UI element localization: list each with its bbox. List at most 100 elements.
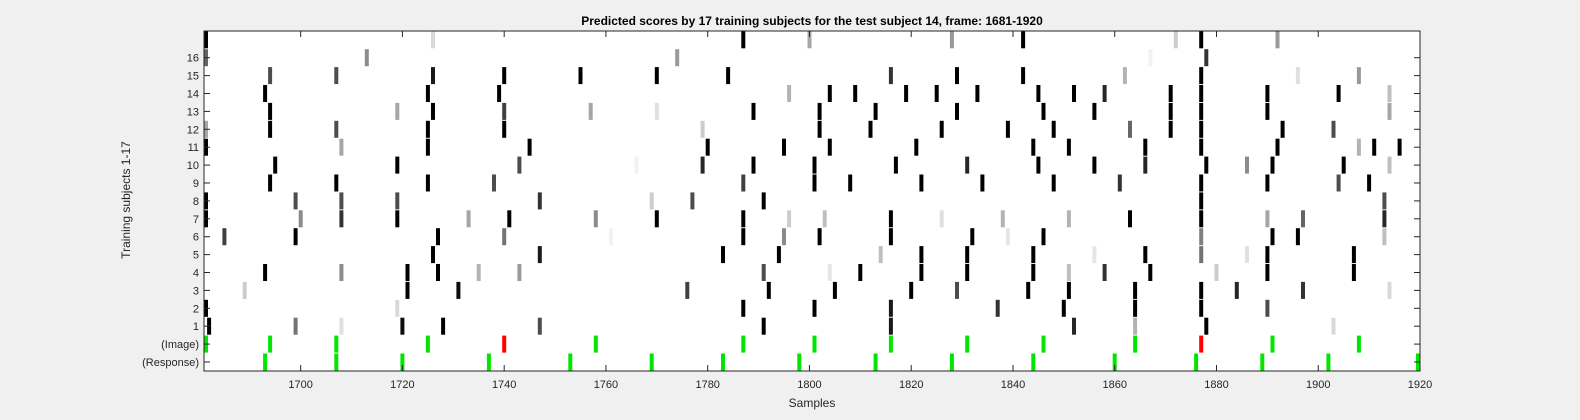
score-mark	[1295, 67, 1300, 85]
score-mark	[1199, 174, 1204, 192]
score-mark	[975, 85, 980, 102]
score-mark	[1072, 317, 1076, 335]
x-tick-label: 1800	[797, 379, 821, 391]
score-mark	[1066, 210, 1071, 228]
score-mark	[1214, 264, 1219, 281]
chart-title: Predicted scores by 17 training subjects…	[581, 14, 1043, 28]
score-mark	[400, 317, 405, 335]
score-mark	[425, 120, 430, 138]
score-mark	[858, 264, 863, 281]
score-mark	[1336, 174, 1341, 192]
score-mark	[293, 192, 298, 210]
score-mark	[914, 138, 919, 156]
score-mark	[1265, 102, 1270, 120]
score-mark	[700, 120, 705, 138]
score-mark	[654, 102, 659, 120]
score-mark	[1072, 85, 1076, 102]
response-event-mark	[797, 353, 802, 371]
score-mark	[776, 246, 781, 264]
score-mark	[293, 317, 298, 335]
score-mark	[782, 138, 786, 156]
y-tick-label: 1	[193, 321, 199, 333]
score-mark	[1117, 174, 1122, 192]
y-tick-label: 11	[188, 142, 199, 154]
score-mark	[787, 85, 792, 102]
image-target-mark	[1199, 335, 1204, 353]
score-mark	[1199, 120, 1204, 138]
score-mark	[1265, 264, 1270, 281]
score-mark	[1051, 174, 1056, 192]
score-mark	[893, 156, 898, 174]
score-mark	[721, 246, 725, 264]
score-mark	[1168, 120, 1173, 138]
score-mark	[1351, 246, 1356, 264]
score-mark	[431, 67, 435, 85]
score-mark	[537, 192, 542, 210]
score-mark	[1199, 31, 1204, 49]
score-mark	[1387, 156, 1392, 174]
score-mark	[1265, 246, 1270, 264]
x-tick-label: 1820	[899, 379, 923, 391]
score-mark	[441, 317, 446, 335]
score-mark	[502, 67, 507, 85]
score-mark	[1066, 281, 1071, 299]
score-mark	[436, 228, 440, 246]
x-tick-label: 1740	[492, 379, 516, 391]
score-mark	[1148, 264, 1153, 281]
score-mark	[1102, 264, 1107, 281]
score-mark	[1280, 120, 1285, 138]
image-event-mark	[1041, 335, 1046, 353]
score-mark	[1275, 31, 1280, 49]
score-mark	[1265, 299, 1270, 317]
score-mark	[1204, 156, 1209, 174]
score-mark	[919, 264, 924, 281]
score-mark	[268, 120, 273, 138]
score-mark	[1143, 156, 1148, 174]
score-mark	[395, 192, 400, 210]
score-mark	[395, 299, 400, 317]
score-mark	[761, 317, 766, 335]
score-mark	[1270, 156, 1275, 174]
y-tick-label: 9	[193, 178, 199, 190]
score-mark	[1173, 31, 1178, 49]
y-tick-label: 15	[187, 71, 199, 83]
score-mark	[726, 67, 731, 85]
score-mark	[741, 31, 746, 49]
score-mark	[497, 85, 502, 102]
score-mark	[263, 264, 268, 281]
score-mark	[1199, 85, 1204, 102]
score-mark	[1036, 156, 1041, 174]
score-mark	[395, 210, 400, 228]
score-mark	[431, 31, 435, 49]
score-mark	[848, 174, 853, 192]
response-event-mark	[1326, 353, 1331, 371]
score-mark	[751, 102, 756, 120]
score-mark	[268, 102, 273, 120]
score-mark	[690, 192, 695, 210]
score-mark	[1005, 228, 1010, 246]
score-mark	[1372, 138, 1377, 156]
score-mark	[502, 120, 507, 138]
score-mark	[995, 299, 1000, 317]
x-axis: 1700 1720 1740 1760 1780 1800 1820 1840 1860 1880…	[288, 31, 1432, 391]
score-mark	[1245, 246, 1249, 264]
score-mark	[1066, 264, 1071, 281]
score-mark	[919, 174, 924, 192]
x-tick-label: 1920	[1408, 379, 1432, 391]
score-mark	[649, 192, 654, 210]
y-tick-label: 5	[193, 250, 199, 262]
score-mark	[1204, 317, 1209, 335]
score-mark	[705, 138, 710, 156]
score-mark	[1092, 156, 1097, 174]
score-mark	[1021, 31, 1026, 49]
score-mark	[1122, 67, 1127, 85]
score-mark	[817, 120, 822, 138]
score-mark	[700, 156, 705, 174]
score-mark	[888, 228, 893, 246]
response-event-mark	[263, 353, 268, 371]
score-mark	[1031, 246, 1036, 264]
score-mark	[1234, 281, 1239, 299]
score-mark	[1331, 120, 1336, 138]
score-mark	[537, 317, 542, 335]
score-mark	[939, 210, 944, 228]
